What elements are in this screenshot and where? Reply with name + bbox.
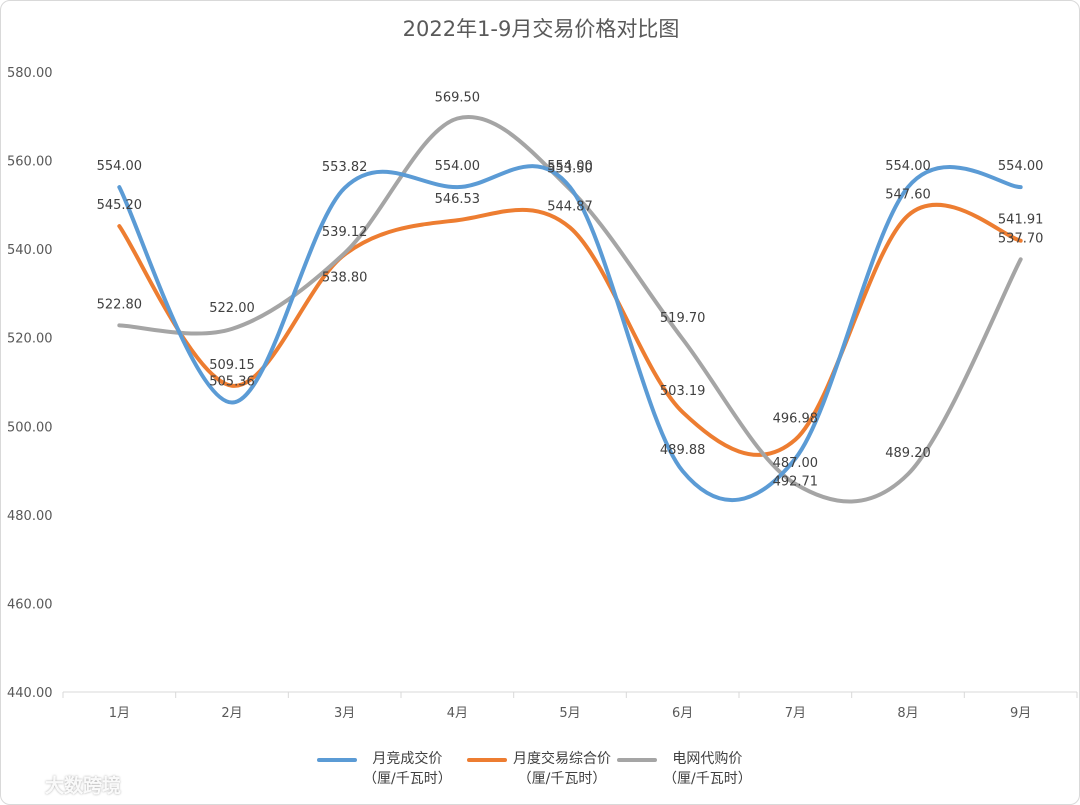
data-label-series-1: 505.36 <box>209 375 255 390</box>
data-label-series-2: 538.80 <box>322 270 368 285</box>
series-line-1 <box>117 164 1023 503</box>
data-label-series-3: 539.12 <box>322 225 368 240</box>
legend-swatch-series-2 <box>467 758 507 762</box>
series-line-2 <box>117 202 1023 457</box>
legend-item-series-2: 月度交易综合价 （厘/千瓦时） <box>467 749 611 789</box>
legend-swatch-series-1 <box>317 758 357 762</box>
x-tick-label: 7月 <box>785 706 806 721</box>
x-tick-label: 5月 <box>559 706 580 721</box>
data-label-series-3: 537.70 <box>998 231 1044 246</box>
data-label-series-3: 553.50 <box>547 161 593 176</box>
data-label-series-2: 496.98 <box>773 412 819 427</box>
data-label-series-2: 544.87 <box>547 200 593 215</box>
data-label-series-3: 569.50 <box>435 91 481 106</box>
y-tick-label: 500.00 <box>7 420 53 435</box>
data-label-series-1: 554.00 <box>97 159 143 174</box>
y-tick-label: 440.00 <box>7 686 53 701</box>
chart-title: 2022年1-9月交易价格对比图 <box>402 17 680 41</box>
data-labels: 554.00 505.36 553.82 554.00 554.00 489.88 492.… <box>97 91 1044 490</box>
y-tick-label: 560.00 <box>7 155 53 170</box>
y-tick-label: 540.00 <box>7 243 53 258</box>
x-axis: 1月 2月 3月 4月 5月 6月 7月 8月 9月 <box>62 691 1078 721</box>
data-label-series-2: 546.53 <box>435 192 481 207</box>
watermark-text: 大数跨境 <box>45 775 122 797</box>
legend-label-series-1: 月竞成交价 （厘/千瓦时） <box>363 751 452 787</box>
y-tick-label: 480.00 <box>7 509 53 524</box>
x-tick-label: 6月 <box>672 706 693 721</box>
legend-label-series-2: 月度交易综合价 （厘/千瓦时） <box>513 751 611 787</box>
y-tick-label: 520.00 <box>7 332 53 347</box>
data-label-series-1: 492.71 <box>773 475 819 490</box>
data-label-series-3: 489.20 <box>885 446 931 461</box>
data-label-series-1: 554.00 <box>435 159 481 174</box>
x-tick-label: 4月 <box>447 706 468 721</box>
data-label-series-3: 522.80 <box>97 297 143 312</box>
data-label-series-3: 519.70 <box>660 311 706 326</box>
data-label-series-2: 509.15 <box>209 358 255 373</box>
series-lines <box>117 115 1023 504</box>
y-tick-label: 460.00 <box>7 597 53 612</box>
data-label-series-3: 522.00 <box>209 301 255 316</box>
x-tick-label: 2月 <box>221 706 242 721</box>
data-label-series-1: 489.88 <box>660 443 706 458</box>
data-label-series-2: 541.91 <box>998 213 1044 228</box>
data-label-series-2: 547.60 <box>885 187 931 202</box>
y-tick-label: 580.00 <box>7 66 53 81</box>
x-tick-label: 1月 <box>109 706 130 721</box>
watermark: 大数跨境 <box>9 771 121 798</box>
legend-item-series-3: 电网代购价 （厘/千瓦时） <box>617 749 752 789</box>
data-label-series-3: 487.00 <box>773 456 819 471</box>
x-tick-label: 9月 <box>1010 706 1031 721</box>
x-tick-label: 8月 <box>897 706 918 721</box>
legend-item-series-1: 月竞成交价 （厘/千瓦时） <box>317 749 452 789</box>
data-label-series-2: 545.20 <box>97 198 143 213</box>
data-label-series-1: 554.00 <box>547 159 593 174</box>
legend-label-series-3: 电网代购价 （厘/千瓦时） <box>663 751 752 787</box>
y-axis: 440.00 460.00 480.00 500.00 520.00 540.00 560.… <box>7 66 53 701</box>
data-label-series-1: 554.00 <box>998 159 1044 174</box>
data-label-series-1: 554.00 <box>885 159 931 174</box>
data-label-series-1: 553.82 <box>322 160 368 175</box>
x-tick-label: 3月 <box>334 706 355 721</box>
data-label-series-2: 503.19 <box>660 384 706 399</box>
watermark-logo-icon <box>9 775 38 793</box>
legend-swatch-series-3 <box>617 758 657 762</box>
